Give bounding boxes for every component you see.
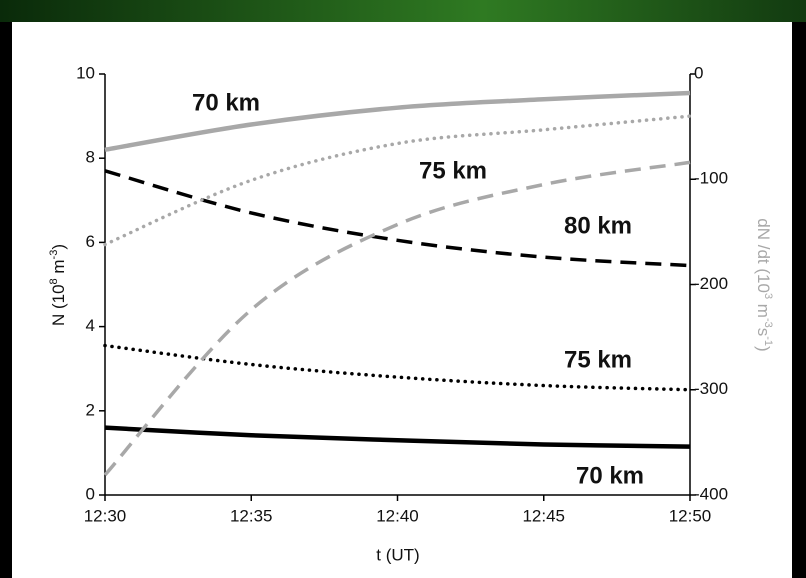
y2-tick-label: -100 [694, 169, 728, 188]
y2-tick-label: 0 [694, 63, 703, 82]
series-label: 75 km [564, 346, 632, 373]
y-tick-label: 8 [86, 148, 95, 167]
y-tick-label: 4 [86, 316, 95, 335]
axis-label-part: s [754, 328, 773, 337]
axis-label-part: dN /dt (10 [754, 218, 773, 293]
banner [0, 0, 806, 22]
axis-label-part: -3 [48, 250, 60, 260]
x-tick-label: 12:30 [84, 506, 127, 525]
axis-label-part: ) [754, 346, 773, 352]
y-tick-label: 2 [86, 400, 95, 419]
series-label: 70 km [576, 462, 644, 489]
x-tick-label: 12:50 [669, 506, 712, 525]
series-line [103, 160, 691, 477]
axis-label-part: 8 [48, 278, 60, 284]
panel [12, 22, 792, 578]
series-line [103, 343, 692, 392]
y2-tick-label: -400 [694, 484, 728, 503]
y-tick-label: 0 [86, 484, 95, 503]
y-axis-label: N (108 m-3) [48, 244, 69, 326]
series-label: 80 km [564, 212, 632, 239]
x-axis-label: t (UT) [376, 545, 419, 564]
y2-axis-label: dN /dt (103 m-3s-1) [754, 218, 775, 351]
series-line [104, 90, 691, 152]
x-tick-label: 12:45 [522, 506, 565, 525]
axis-label-part: ) [49, 244, 68, 250]
series-label: 75 km [419, 157, 487, 184]
series-label: 70 km [192, 89, 260, 116]
axis-label-part: N (10 [49, 284, 68, 326]
y2-tick-label: -200 [694, 274, 728, 293]
axis-label-part: m [754, 299, 773, 318]
y2-tick-label: -300 [694, 379, 728, 398]
y-tick-label: 6 [86, 232, 95, 251]
y-tick-label: 10 [76, 63, 95, 82]
series-line [103, 114, 692, 247]
axis-label-part: -3 [762, 318, 774, 328]
x-tick-label: 12:40 [376, 506, 419, 525]
axis-label-part: 3 [762, 293, 774, 299]
x-tick-label: 12:35 [230, 506, 273, 525]
axis-label-part: -1 [762, 336, 774, 346]
axis-label-part: m [49, 259, 68, 278]
series-line [104, 425, 691, 449]
